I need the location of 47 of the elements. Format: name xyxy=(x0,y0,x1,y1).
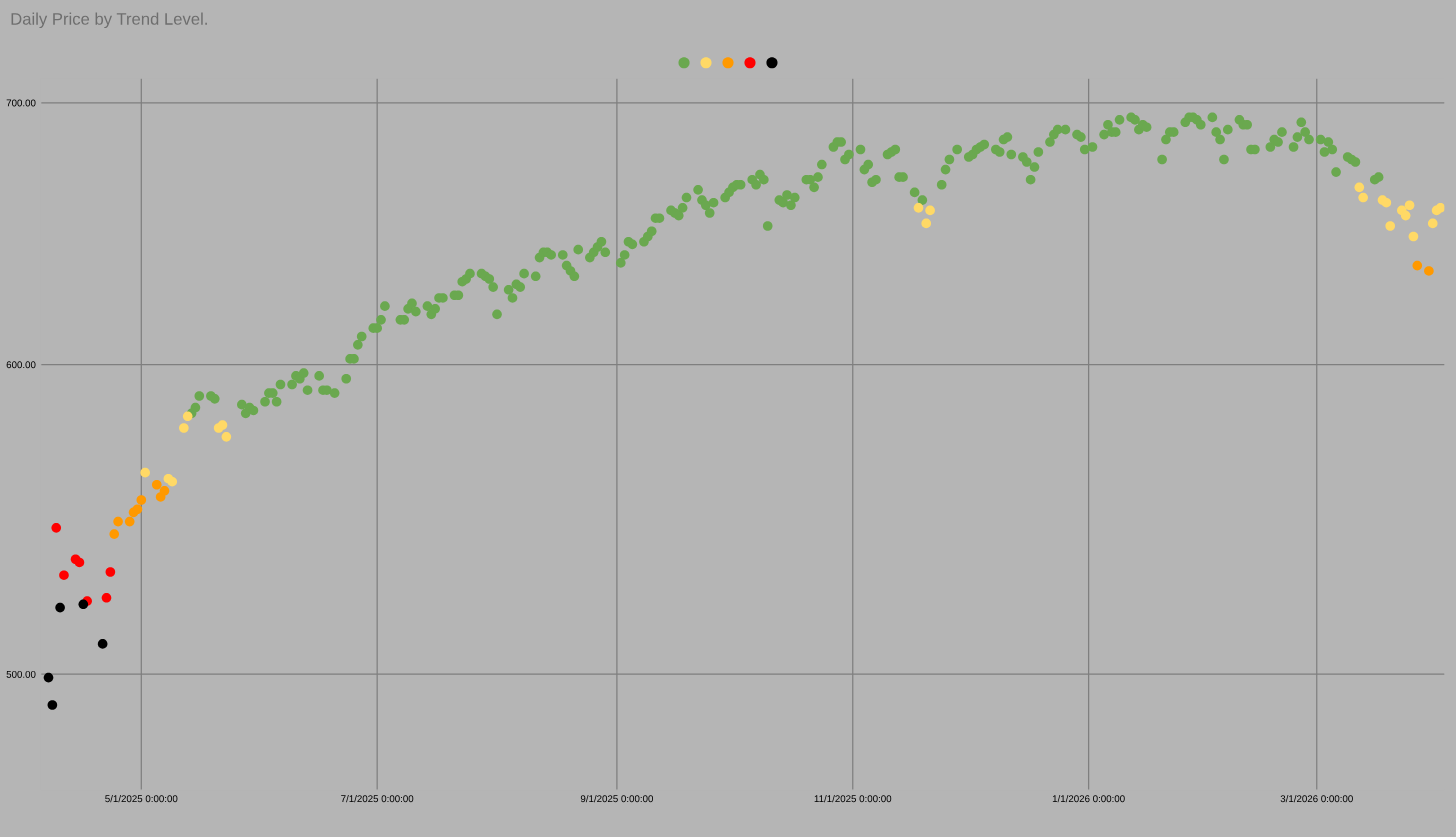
point xyxy=(132,504,143,515)
point xyxy=(179,423,189,433)
point xyxy=(97,639,108,649)
point xyxy=(74,557,85,568)
x-tick-label: 3/1/2026 0:00:00 xyxy=(1280,794,1353,803)
point xyxy=(140,467,150,478)
y-tick-label: 600.00 xyxy=(6,361,36,369)
point xyxy=(78,599,89,610)
point xyxy=(124,516,135,527)
point xyxy=(113,516,123,527)
point xyxy=(51,523,62,533)
point xyxy=(105,567,116,577)
x-tick-label: 1/1/2026 0:00:00 xyxy=(1052,794,1125,803)
point xyxy=(151,479,162,490)
point xyxy=(925,205,935,216)
point xyxy=(47,700,58,710)
point xyxy=(109,529,120,539)
point xyxy=(182,411,193,422)
point xyxy=(59,570,69,581)
point xyxy=(101,592,112,603)
y-tick-label: 500.00 xyxy=(6,670,36,678)
point xyxy=(1381,197,1392,208)
x-tick-label: 11/1/2025 0:00:00 xyxy=(814,794,892,803)
point xyxy=(55,602,65,613)
x-tick-label: 5/1/2025 0:00:00 xyxy=(105,794,178,803)
point xyxy=(43,672,54,683)
point xyxy=(1408,231,1419,242)
point xyxy=(136,495,147,505)
point xyxy=(1404,200,1415,211)
point xyxy=(1412,260,1423,271)
point xyxy=(167,476,178,487)
point xyxy=(1385,221,1396,231)
point xyxy=(221,432,232,442)
point xyxy=(913,203,924,213)
y-tick-label: 700.00 xyxy=(6,99,36,107)
x-tick-label: 9/1/2025 0:00:00 xyxy=(580,794,654,803)
point xyxy=(1435,203,1445,213)
point xyxy=(921,218,932,229)
point xyxy=(1427,218,1438,229)
point xyxy=(1424,266,1434,276)
point xyxy=(1358,192,1368,203)
point xyxy=(1354,182,1365,193)
x-tick-label: 7/1/2025 0:00:00 xyxy=(341,794,414,803)
point xyxy=(217,420,228,430)
point xyxy=(159,486,170,496)
chart-title: Daily Price by Trend Level. xyxy=(11,12,207,29)
point xyxy=(1400,210,1411,221)
